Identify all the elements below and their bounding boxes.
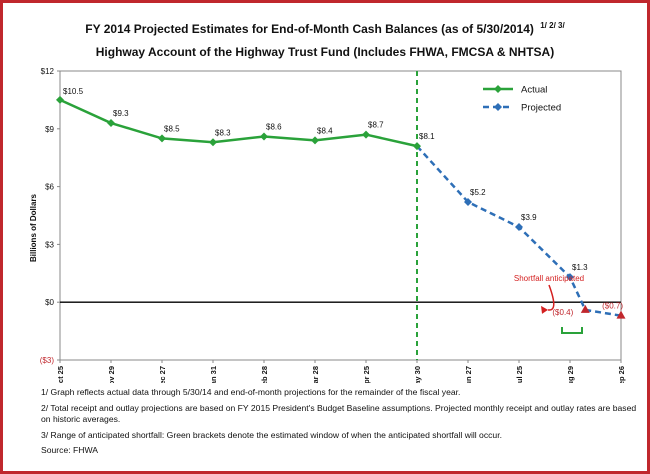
x-tick-label: Jan 31 [209,366,218,383]
data-point-marker [209,138,217,147]
shortfall-annotation: Shortfall anticipated [514,274,584,283]
data-label: $8.4 [317,126,333,135]
legend-marker [494,103,502,111]
data-label: $3.9 [521,213,537,222]
actual-line [59,98,418,148]
data-point-marker [515,223,523,232]
shortfall-arrow [547,284,555,311]
data-point-marker [311,136,319,145]
data-label: $8.6 [266,123,282,132]
y-tick-label: $9 [45,125,54,134]
footnotes: 1/ Graph reflects actual data through 5/… [41,387,641,461]
data-label: $10.5 [63,87,84,96]
data-point-marker [464,198,472,207]
data-label: $9.3 [113,109,129,118]
data-point-marker [362,130,370,139]
x-tick-label: Aug 29 [566,366,575,383]
chart-title: FY 2014 Projected Estimates for End-of-M… [85,21,565,36]
x-tick-label: Feb 28 [260,366,269,383]
legend-label-projected: Projected [521,103,561,114]
x-tick-label: May 30 [413,366,422,383]
shortfall-arrow-head [541,305,548,314]
y-tick-label: ($3) [40,356,55,365]
data-point-marker [580,304,590,313]
data-label: $5.2 [470,188,486,197]
x-tick-label: Jun 27 [464,366,473,383]
data-point-marker [56,95,64,104]
plot-border [59,70,622,361]
data-label: $8.3 [215,128,231,137]
data-label: ($0.7) [602,302,623,311]
shortfall-bracket [561,327,583,335]
data-label: $8.7 [368,121,384,130]
x-tick-label: Oct 25 [56,366,65,383]
data-label: $8.1 [419,132,435,141]
data-point-marker [616,310,626,319]
y-tick-label: $6 [45,183,54,192]
y-axis-label: Billions of Dollars [29,193,38,262]
data-point-marker [158,134,166,143]
y-tick-label: $0 [45,298,54,307]
x-tick-label: Jul 25 [515,366,524,383]
source-note: Source: FHWA [41,445,98,455]
data-label: $1.3 [572,263,588,272]
x-tick-label: Mar 28 [311,366,320,383]
data-label: $8.5 [164,124,180,133]
cash-balance-chart: FY 2014 Projected Estimates for End-of-M… [29,21,626,383]
chart-subtitle: Highway Account of the Highway Trust Fun… [96,45,554,59]
data-point-marker [260,132,268,141]
title-main: FY 2014 Projected Estimates for End-of-M… [85,22,534,36]
data-point-marker [413,142,421,151]
legend-label-actual: Actual [521,85,547,96]
data-point-marker [566,273,574,282]
footnote-2: 2/ Total receipt and outlay projections … [41,402,637,425]
x-tick-label: Nov 29 [107,366,116,383]
x-tick-label: Apr 25 [362,366,371,383]
y-tick-label: $3 [45,240,54,249]
data-label: ($0.4) [552,308,573,317]
plot-area: $12 $9 $6 $3 $0 ($3)Oct 25 Nov 29 Dec 27 Jan 31 F… [40,67,626,383]
data-point-marker [107,119,115,128]
x-tick-label: Dec 27 [158,366,167,383]
y-tick-label: $12 [41,67,55,76]
title-superscript: 1/ 2/ 3/ [540,21,565,30]
projected-line [416,145,622,317]
footnote-1: 1/ Graph reflects actual data through 5/… [41,387,461,397]
x-tick-label: Sep 26 [617,366,626,383]
footnote-3: 3/ Range of anticipated shortfall: Green… [41,429,502,440]
legend-marker [494,85,502,93]
